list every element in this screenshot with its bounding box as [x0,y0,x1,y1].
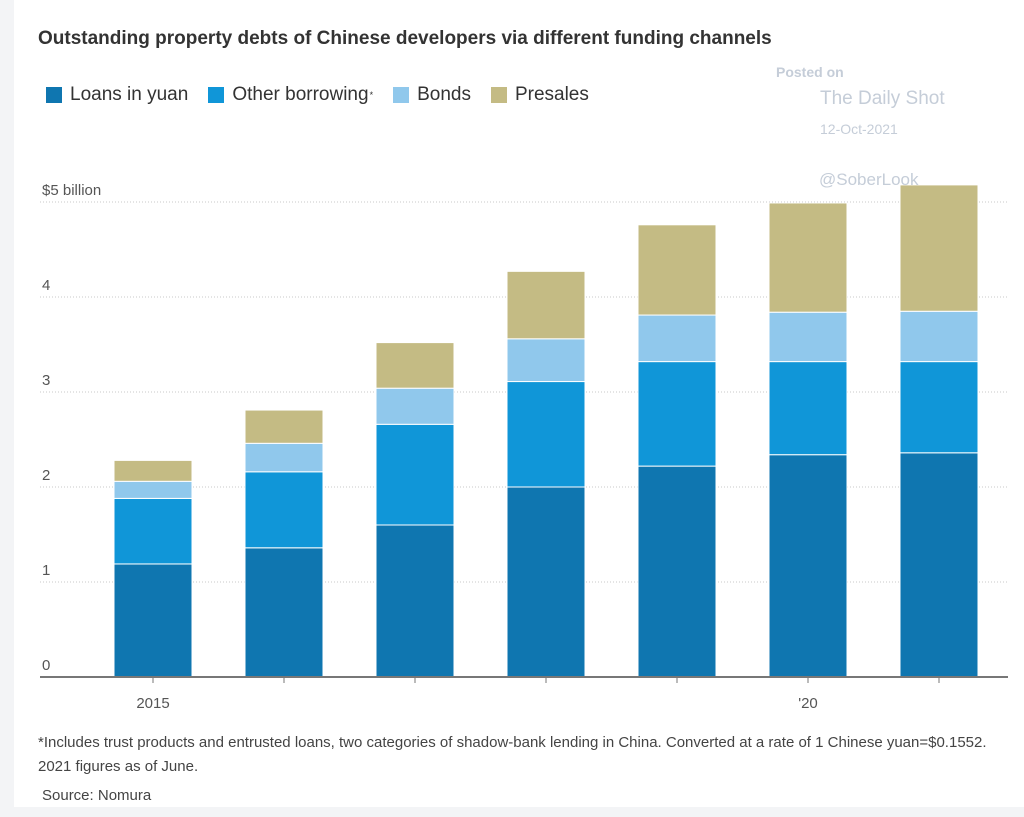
bar-loans-in-yuan [244,547,324,678]
bar-loans-in-yuan [768,454,848,678]
bar-loans-in-yuan [113,563,193,678]
legend-item-presales: Presales [490,84,589,106]
bar-bonds [768,311,848,363]
legend-item-loans-in-yuan: Loans in yuan [46,84,188,106]
bar-other-borrowing [244,471,324,549]
watermark-publication: The Daily Shot [820,88,945,109]
watermark-handle: @SoberLook [819,170,919,189]
left-border [0,0,14,817]
watermark-posted-on: Posted on [776,64,844,80]
legend-label-loans-in-yuan: Loans in yuan [70,84,189,105]
legend-label-bonds: Bonds [417,84,471,105]
y-tick-label: 1 [42,562,50,579]
bar-presales [113,459,193,482]
legend-swatch-presales [490,87,507,103]
bar-presales [637,224,717,316]
bar-loans-in-yuan [375,524,455,678]
bottom-border [0,807,1024,817]
y-tick-label: 4 [42,277,50,294]
bar-loans-in-yuan [506,486,586,678]
y-tick-label: 0 [42,657,50,674]
footnote: *Includes trust products and entrusted l… [38,734,987,775]
legend-footnote-marker: * [369,90,374,100]
bar-presales [768,202,848,313]
legend-swatch-bonds [393,87,410,103]
legend-label-other-borrowing: Other borrowing [232,84,369,105]
bar-other-borrowing [899,361,979,454]
bar-bonds [899,310,979,363]
legend-item-bonds: Bonds [393,84,471,106]
legend-label-presales: Presales [514,84,589,105]
x-tick-label: 2015 [136,695,169,712]
bar-bonds [375,387,455,425]
bar-bonds [637,314,717,363]
legend-swatch-loans-in-yuan [46,87,62,103]
legend-item-other-borrowing: Other borrowing * [208,84,373,106]
bar-presales [375,342,455,389]
x-tick-label: '20 [798,695,818,712]
legend: Loans in yuan Other borrowing * Bonds Pr… [46,84,589,106]
bar-presales [899,184,979,312]
bar-bonds [244,442,324,473]
bar-presales [506,270,586,340]
bar-other-borrowing [506,381,586,488]
bar-other-borrowing [768,361,848,456]
y-tick-label: 2 [42,467,50,484]
bar-other-borrowing [375,423,455,526]
watermark-date: 12-Oct-2021 [820,121,898,137]
bar-loans-in-yuan [899,452,979,678]
bar-bonds [506,338,586,383]
bar-other-borrowing [637,361,717,467]
bar-presales [244,409,324,444]
bar-loans-in-yuan [637,465,717,678]
source-note: Source: Nomura [42,787,152,804]
legend-swatch-other-borrowing [208,87,225,103]
chart-title: Outstanding property debts of Chinese de… [38,28,772,49]
bar-bonds [113,480,193,499]
bar-other-borrowing [113,497,193,565]
y-tick-label: $5 billion [42,182,101,199]
y-tick-label: 3 [42,372,50,389]
